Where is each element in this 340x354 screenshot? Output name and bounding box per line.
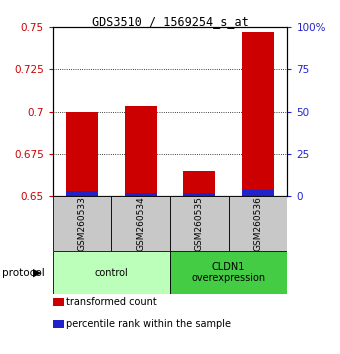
Text: control: control: [95, 268, 128, 278]
Bar: [228, 196, 287, 251]
Text: percentile rank within the sample: percentile rank within the sample: [66, 319, 231, 329]
Text: ▶: ▶: [33, 268, 42, 278]
Bar: [170, 196, 228, 251]
Bar: [53, 251, 170, 294]
Bar: [66, 190, 98, 196]
Bar: [183, 171, 216, 196]
Bar: [124, 193, 157, 196]
Bar: [170, 251, 287, 294]
Text: transformed count: transformed count: [66, 297, 157, 307]
Bar: [53, 196, 112, 251]
Text: GSM260533: GSM260533: [78, 196, 86, 251]
Text: GSM260534: GSM260534: [136, 196, 145, 251]
Bar: [66, 112, 98, 196]
Bar: [124, 107, 157, 196]
Bar: [242, 190, 274, 196]
Text: protocol: protocol: [2, 268, 45, 278]
Bar: [112, 196, 170, 251]
Text: CLDN1
overexpression: CLDN1 overexpression: [191, 262, 266, 284]
Text: GSM260535: GSM260535: [195, 196, 204, 251]
Text: GSM260536: GSM260536: [254, 196, 262, 251]
Text: GDS3510 / 1569254_s_at: GDS3510 / 1569254_s_at: [91, 15, 249, 28]
Bar: [183, 193, 216, 196]
Bar: [242, 32, 274, 196]
